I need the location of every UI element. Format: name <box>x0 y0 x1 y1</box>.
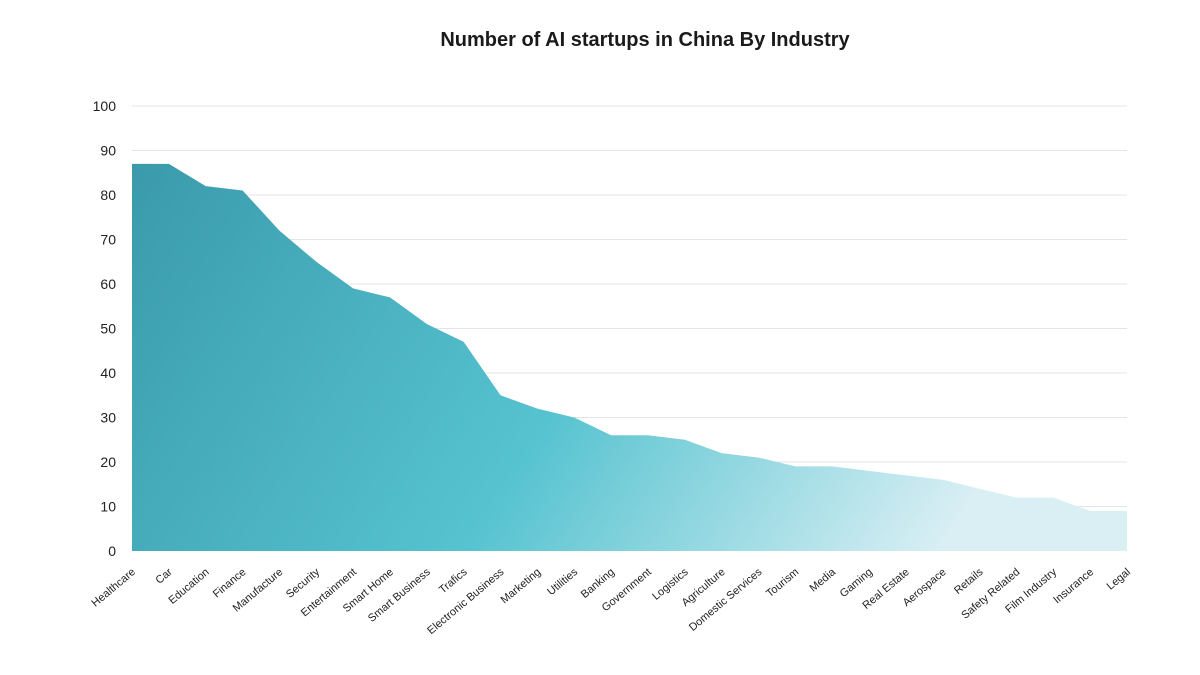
y-tick-label: 0 <box>108 543 116 559</box>
area-series <box>132 163 1127 551</box>
y-tick-label: 30 <box>100 410 116 426</box>
x-tick-label: Car <box>153 566 175 587</box>
chart-title: Number of AI startups in China By Indust… <box>440 29 850 51</box>
x-tick-label: Smart Business <box>366 566 433 625</box>
y-tick-label: 40 <box>100 365 116 381</box>
x-tick-label: Tourism <box>764 566 801 600</box>
area-fill <box>132 163 1127 551</box>
x-tick-label: Healthcare <box>89 566 137 609</box>
x-tick-label: Trafics <box>437 566 470 596</box>
x-tick-label: Media <box>807 566 838 595</box>
y-tick-label: 100 <box>93 98 117 114</box>
y-tick-label: 70 <box>100 232 116 248</box>
y-axis: 0 10 20 30 40 50 60 70 80 90 100 <box>93 98 117 559</box>
y-tick-label: 80 <box>100 187 116 203</box>
x-tick-label: Retails <box>952 566 986 597</box>
y-tick-label: 90 <box>100 143 116 159</box>
x-tick-label: Legal <box>1105 566 1133 592</box>
x-tick-label: Education <box>166 566 211 607</box>
x-tick-label: Utilities <box>545 566 580 598</box>
y-tick-label: 60 <box>100 276 116 292</box>
x-tick-label: Marketing <box>499 566 544 606</box>
y-tick-label: 10 <box>100 499 116 515</box>
y-tick-label: 20 <box>100 454 116 470</box>
y-tick-label: 50 <box>100 321 116 337</box>
x-tick-label: Insurance <box>1051 566 1096 606</box>
